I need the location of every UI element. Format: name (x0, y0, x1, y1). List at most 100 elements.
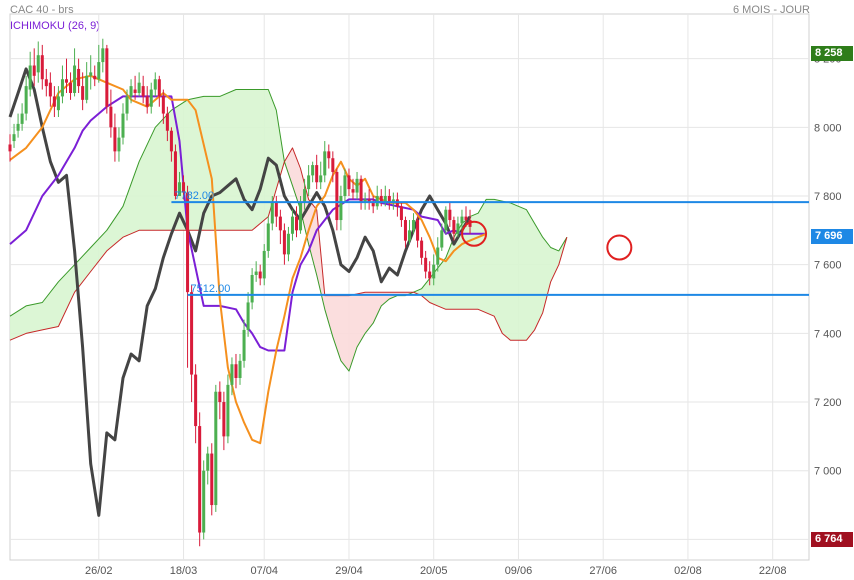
plot-frame (9, 13, 810, 561)
candle-body (250, 274, 254, 303)
indicator-label: ICHIMOKU (26, 9) (10, 20, 100, 32)
candle-body (60, 79, 64, 97)
candle-body (8, 144, 12, 152)
candle-body (69, 82, 73, 93)
x-tick-label: 26/02 (85, 565, 113, 577)
candle-body (290, 216, 294, 234)
candle-body (226, 384, 230, 437)
candle-body (24, 86, 28, 114)
candle-body (186, 192, 190, 293)
y-tick-label: 7 000 (814, 466, 842, 478)
candle-body (157, 79, 161, 97)
candle-body (351, 189, 355, 193)
candle-body (286, 233, 290, 255)
candle-body (81, 86, 85, 100)
candle-body (379, 196, 383, 203)
candle-body (331, 158, 335, 172)
candle-body (145, 96, 149, 107)
candle-body (133, 89, 137, 93)
candle-body (109, 106, 113, 128)
x-tick-label: 27/06 (589, 565, 617, 577)
cloud-bullish (10, 89, 287, 341)
candle-body (347, 175, 351, 190)
x-tick-label: 29/04 (335, 565, 363, 577)
candle-body (403, 220, 407, 241)
ichimoku-cloud (10, 89, 567, 372)
candle-body (428, 271, 432, 279)
x-tick-label: 22/08 (759, 565, 787, 577)
signal-circle (606, 234, 633, 261)
candle-body (214, 391, 218, 506)
candle-body (44, 79, 48, 87)
candle-body (20, 113, 24, 124)
y-tick-label: 7 800 (814, 191, 842, 203)
candle-body (299, 202, 303, 231)
candle-body (343, 175, 347, 196)
candle-body (270, 202, 274, 224)
candle-body (452, 220, 456, 234)
candle-body (407, 230, 412, 241)
candle-body (464, 216, 468, 221)
candle-body (363, 199, 367, 203)
tenkan-sen-line (9, 74, 487, 445)
candle-body (327, 151, 331, 159)
candle-body (165, 113, 169, 131)
overlays: 7782.00 7512.00 (171, 190, 809, 296)
candle-body (85, 75, 89, 100)
candle-body (399, 206, 403, 221)
chikou-span-line (8, 67, 472, 517)
candle-body (246, 302, 250, 330)
candle-body (40, 55, 44, 80)
candle-body (234, 364, 238, 378)
level-label: 7782.00 (174, 190, 214, 202)
candle-body (230, 364, 234, 385)
level-label: 7512.00 (191, 283, 231, 295)
candle-body (432, 264, 436, 279)
candle-body (258, 271, 262, 279)
candle-body (456, 223, 460, 234)
candle-body (125, 96, 129, 114)
candle-body (153, 79, 157, 90)
candle-body (182, 182, 186, 193)
candle-body (137, 82, 141, 93)
candle-body (117, 137, 121, 152)
x-tick-label: 20/05 (420, 565, 448, 577)
candle-body (97, 62, 101, 80)
candle-body (190, 292, 194, 375)
candle-body (448, 209, 452, 221)
candle-body (28, 65, 32, 90)
candle-body (64, 79, 69, 83)
candle-body (371, 202, 375, 207)
candle-body (367, 199, 371, 203)
candle-body (335, 171, 339, 221)
x-tick-label: 09/06 (505, 565, 533, 577)
candle-body (387, 196, 391, 203)
candle-body (274, 202, 278, 217)
candle-body (311, 165, 315, 176)
indicator-lines (8, 67, 568, 517)
candle-body (198, 426, 202, 533)
candle-body (436, 247, 440, 265)
candle-body (36, 55, 40, 73)
candle-body (460, 216, 464, 224)
y-tick-label: 8 000 (814, 122, 842, 134)
candle-body (315, 165, 319, 183)
candle-body (307, 175, 311, 190)
candle-body (266, 223, 270, 251)
y-tick-label: 7 400 (814, 328, 842, 340)
candle-body (89, 72, 93, 76)
period-label[interactable]: 6 MOIS - JOUR (733, 4, 811, 16)
candle-body (323, 151, 327, 176)
candle-body (73, 65, 77, 93)
candle-body (355, 178, 359, 193)
candle-body (56, 96, 60, 111)
candle-body (222, 402, 226, 437)
signal-circle (461, 220, 488, 247)
instrument-title: CAC 40 - brs (10, 4, 74, 16)
price-high-badge: 8 258 (811, 46, 853, 61)
price-last-badge: 7 696 (811, 229, 853, 244)
candle-body (169, 130, 173, 152)
candle-body (161, 96, 165, 114)
candle-body (420, 240, 424, 258)
senkou-span-a-line (9, 89, 568, 372)
